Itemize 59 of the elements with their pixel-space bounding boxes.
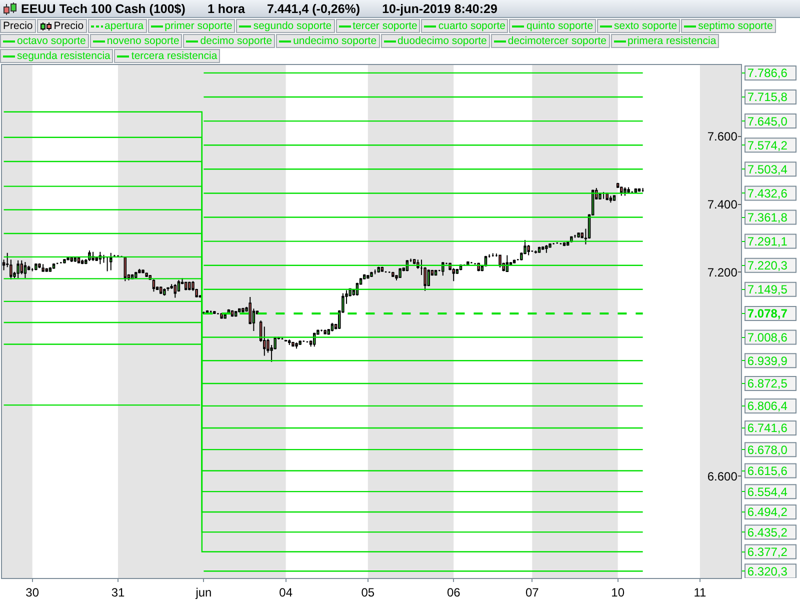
y2-tick-label: 6.320,3: [747, 564, 788, 578]
x-tick-label: 10: [611, 585, 625, 600]
x-tick-label: 05: [361, 585, 375, 600]
y2-tick-label: 6.872,5: [747, 376, 788, 391]
x-tick-label: 11: [694, 585, 706, 600]
legend-label: noveno soporte: [106, 35, 180, 47]
x-tick-label: 06: [446, 585, 461, 600]
legend-label: duodecimo soporte: [398, 35, 487, 47]
y2-tick-label: 7.574,2: [747, 138, 788, 152]
legend-label: tercera resistencia: [131, 50, 218, 62]
legend-label: segunda resistencia: [17, 50, 110, 62]
legend-label: primera resistencia: [628, 35, 716, 47]
y-tick-label: 7.400: [707, 197, 738, 212]
chart-title: EEUU Tech 100 Cash (100$): [21, 2, 186, 16]
legend-title: Precio: [0, 19, 36, 33]
y2-tick-label: 7.645,0: [747, 114, 788, 128]
y2-tick-label: 7.291,1: [747, 234, 788, 248]
y-tick-label: 6.600: [707, 469, 738, 484]
y2-tick-label: 6.741,6: [747, 421, 788, 436]
legend-label: primer soporte: [164, 20, 232, 32]
legend-label: octavo soporte: [17, 35, 86, 47]
y2-tick-label: 6.494,2: [747, 505, 788, 520]
y2-tick-label: 7.715,8: [747, 90, 788, 104]
legend-label: sexto soporte: [614, 20, 678, 32]
legend-label: tercer soporte: [352, 20, 418, 32]
y2-tick-label: 7.220,3: [747, 258, 788, 273]
x-tick-label: 30: [26, 585, 40, 600]
text: 10-jun-2019 8:40:29: [382, 2, 498, 16]
y2-tick-label: 6.435,2: [747, 525, 788, 540]
legend-label: apertura: [104, 20, 144, 32]
y2-tick-label: 7.149,5: [747, 282, 788, 297]
y2-tick-label: 6.615,6: [747, 464, 788, 478]
legend-label: decimo soporte: [200, 35, 272, 47]
legend-label: quinto soporte: [526, 20, 594, 32]
x-tick-label: jun: [194, 585, 212, 600]
y2-tick-label: 6.377,2: [747, 544, 788, 559]
legend-label: cuarto soporte: [438, 20, 506, 32]
text: 7.441,4 (-0,26%): [266, 2, 360, 16]
y2-tick-label: 6.806,4: [747, 399, 788, 414]
y2-tick-label: 6.939,9: [747, 354, 788, 368]
y2-tick-label: 6.554,4: [747, 484, 788, 499]
x-tick-label: 04: [279, 585, 293, 600]
legend-label: septimo soporte: [698, 20, 773, 32]
y2-tick-label: 7.361,8: [747, 210, 788, 224]
legend-label: Precio: [54, 20, 84, 32]
y2-tick-label: 7.008,6: [747, 330, 788, 344]
y2-tick-label: 7.432,6: [747, 186, 788, 200]
y2-tick-label: 7.078,7: [747, 306, 788, 321]
legend-label: segundo soporte: [253, 20, 332, 32]
chart-subtitle: 1 hora: [207, 2, 245, 16]
y2-tick-label: 6.678,0: [747, 442, 788, 457]
legend-label: decimotercer soporte: [508, 35, 606, 47]
y2-tick-label: 7.503,4: [747, 162, 788, 176]
y-tick-label: 7.600: [707, 130, 738, 144]
y2-tick-label: 7.786,6: [747, 66, 788, 80]
x-tick-label: 31: [111, 585, 126, 600]
y-tick-label: 7.200: [707, 265, 738, 280]
x-tick-label: 07: [525, 585, 540, 600]
legend-label: undecimo soporte: [293, 35, 377, 47]
